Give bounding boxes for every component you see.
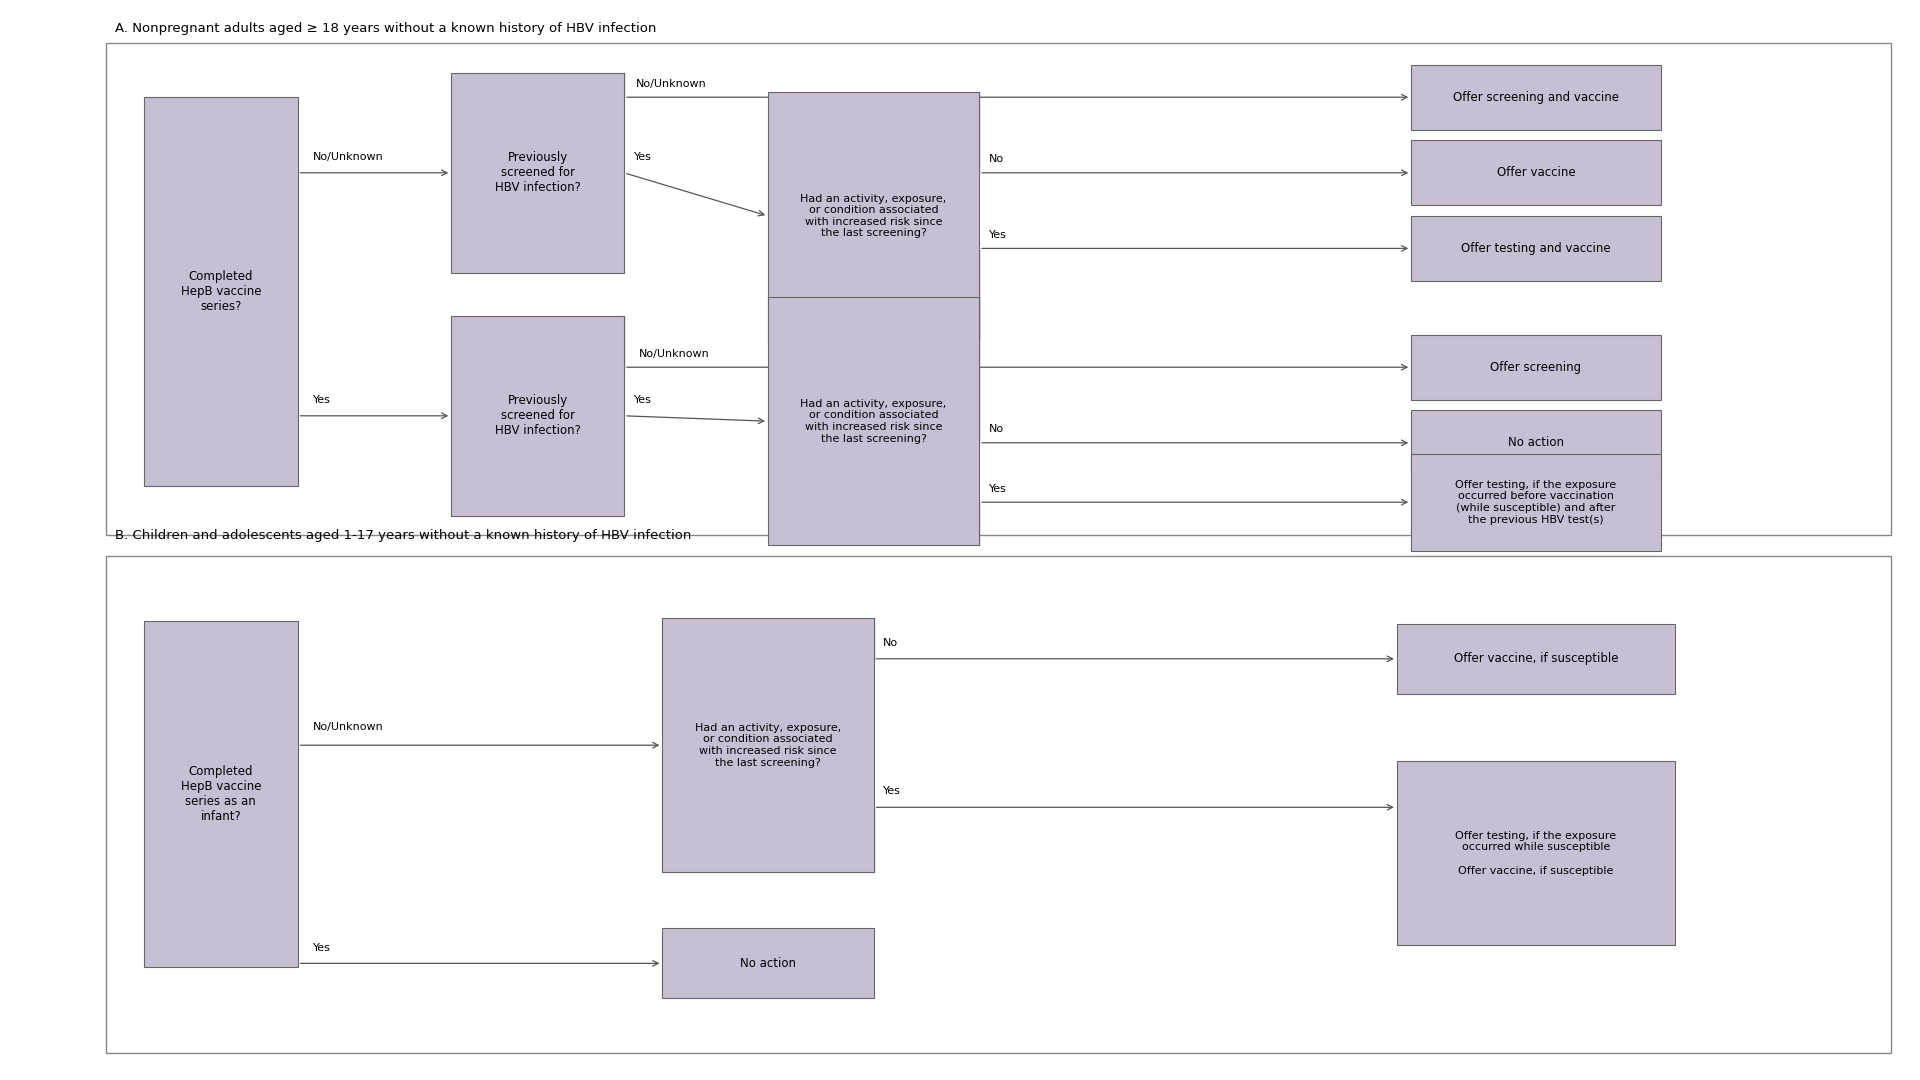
Text: No: No [989, 424, 1004, 434]
Text: No: No [883, 638, 899, 648]
FancyBboxPatch shape [106, 43, 1891, 535]
FancyBboxPatch shape [662, 928, 874, 998]
Text: Offer testing, if the exposure
occurred before vaccination
(while susceptible) a: Offer testing, if the exposure occurred … [1455, 480, 1617, 525]
Text: Completed
HepB vaccine
series as an
infant?: Completed HepB vaccine series as an infa… [180, 765, 261, 823]
Text: B. Children and adolescents aged 1-17 years without a known history of HBV infec: B. Children and adolescents aged 1-17 ye… [115, 529, 691, 542]
Text: No/Unknown: No/Unknown [639, 349, 710, 359]
Text: No action: No action [1507, 436, 1565, 449]
FancyBboxPatch shape [106, 556, 1891, 1053]
Text: Previously
screened for
HBV infection?: Previously screened for HBV infection? [495, 151, 580, 194]
Text: Yes: Yes [883, 786, 900, 797]
FancyBboxPatch shape [1411, 216, 1661, 281]
FancyBboxPatch shape [144, 621, 298, 967]
Text: Offer vaccine, if susceptible: Offer vaccine, if susceptible [1453, 652, 1619, 665]
FancyBboxPatch shape [1411, 65, 1661, 130]
Text: No action: No action [739, 957, 797, 970]
FancyBboxPatch shape [451, 73, 624, 273]
Text: Yes: Yes [634, 395, 651, 405]
FancyBboxPatch shape [1398, 761, 1674, 945]
Text: Offer vaccine: Offer vaccine [1498, 166, 1574, 179]
Text: Yes: Yes [634, 152, 651, 162]
Text: Yes: Yes [313, 395, 330, 405]
Text: Had an activity, exposure,
or condition associated
with increased risk since
the: Had an activity, exposure, or condition … [695, 723, 841, 768]
Text: Yes: Yes [989, 484, 1006, 494]
Text: Yes: Yes [313, 943, 330, 953]
FancyBboxPatch shape [144, 97, 298, 486]
Text: No/Unknown: No/Unknown [313, 152, 384, 162]
Text: No: No [989, 154, 1004, 164]
Text: Had an activity, exposure,
or condition associated
with increased risk since
the: Had an activity, exposure, or condition … [801, 193, 947, 239]
Text: No/Unknown: No/Unknown [313, 723, 384, 732]
FancyBboxPatch shape [1411, 335, 1661, 400]
Text: Had an activity, exposure,
or condition associated
with increased risk since
the: Had an activity, exposure, or condition … [801, 399, 947, 444]
FancyBboxPatch shape [768, 92, 979, 340]
Text: Yes: Yes [989, 230, 1006, 240]
Text: Previously
screened for
HBV infection?: Previously screened for HBV infection? [495, 394, 580, 437]
FancyBboxPatch shape [662, 618, 874, 873]
Text: Offer screening and vaccine: Offer screening and vaccine [1453, 91, 1619, 104]
FancyBboxPatch shape [1411, 410, 1661, 475]
Text: Offer screening: Offer screening [1490, 361, 1582, 374]
Text: Offer testing and vaccine: Offer testing and vaccine [1461, 242, 1611, 255]
FancyBboxPatch shape [1411, 454, 1661, 551]
FancyBboxPatch shape [768, 297, 979, 545]
FancyBboxPatch shape [1411, 140, 1661, 205]
FancyBboxPatch shape [451, 315, 624, 516]
Text: A. Nonpregnant adults aged ≥ 18 years without a known history of HBV infection: A. Nonpregnant adults aged ≥ 18 years wi… [115, 22, 657, 35]
Text: Offer testing, if the exposure
occurred while susceptible

Offer vaccine, if sus: Offer testing, if the exposure occurred … [1455, 831, 1617, 876]
FancyBboxPatch shape [1398, 623, 1674, 693]
Text: Completed
HepB vaccine
series?: Completed HepB vaccine series? [180, 270, 261, 313]
Text: No/Unknown: No/Unknown [636, 79, 707, 89]
